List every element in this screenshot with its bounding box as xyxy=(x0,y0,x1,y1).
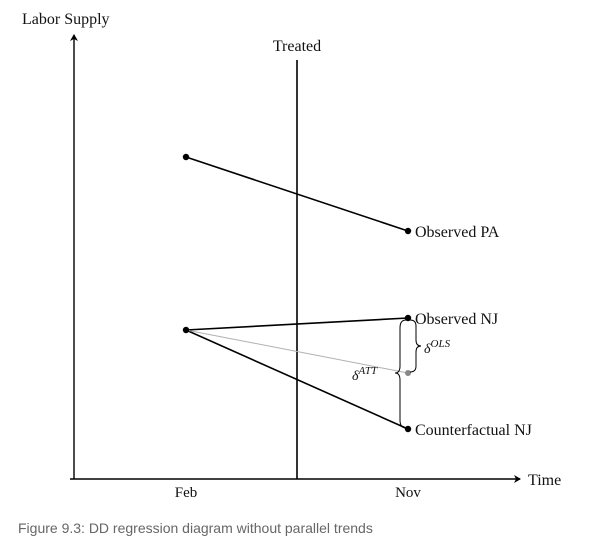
counterfactual-nj-label: Counterfactual NJ xyxy=(415,422,532,439)
tick-label-nov: Nov xyxy=(395,485,421,501)
delta-att-label: δATT xyxy=(352,365,378,384)
att-reference-line xyxy=(185,329,409,374)
observed-nj-label: Observed NJ xyxy=(415,311,498,328)
pa-feb-point xyxy=(182,153,190,161)
counterfactual-nj-point xyxy=(404,425,412,433)
nj-observed-line xyxy=(185,317,409,331)
treatment-line-label: Treated xyxy=(273,38,321,55)
observed-pa-label: Observed PA xyxy=(415,224,500,241)
figure-caption: Figure 9.3: DD regression diagram withou… xyxy=(18,520,373,536)
tick-label-feb: Feb xyxy=(175,485,198,501)
observed-pa-point xyxy=(404,227,412,235)
att-gray-point xyxy=(405,370,411,376)
observed-nj-point xyxy=(404,314,412,322)
dd-diagram: Labor Supply Time Feb Nov Treated Observ… xyxy=(22,11,561,501)
nj-feb-point xyxy=(182,326,190,334)
delta-att-brace xyxy=(394,319,407,429)
y-axis-label: Labor Supply xyxy=(22,11,110,28)
nj-counterfactual-line xyxy=(185,329,409,430)
x-axis-label: Time xyxy=(528,472,561,489)
delta-ols-brace xyxy=(409,319,422,373)
pa-trend-line xyxy=(185,156,409,232)
delta-ols-label: δOLS xyxy=(424,338,451,357)
